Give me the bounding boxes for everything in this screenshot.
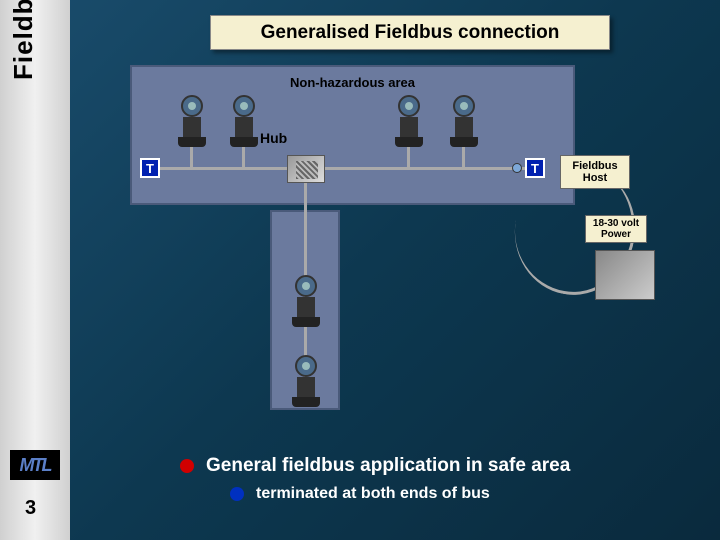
node-dot: [512, 163, 522, 173]
hub-label: Hub: [260, 130, 287, 146]
host-label-box: Fieldbus Host: [560, 155, 630, 189]
power-label-line1: 18-30 volt: [593, 218, 639, 229]
slide-number: 3: [25, 497, 36, 520]
host-label-line1: Fieldbus: [572, 160, 617, 172]
field-device-icon: [178, 95, 206, 140]
power-label-box: 18-30 volt Power: [585, 215, 647, 243]
slide-title: Generalised Fieldbus connection: [210, 15, 610, 50]
terminator-left: T: [140, 158, 160, 178]
bullet-main: General fieldbus application in safe are…: [180, 455, 660, 477]
host-label-line2: Host: [583, 172, 607, 184]
bullet-main-text: General fieldbus application in safe are…: [206, 455, 570, 477]
area-label: Non-hazardous area: [290, 75, 415, 90]
vertical-title: Fieldbus: [8, 0, 39, 80]
field-device-icon: [395, 95, 423, 140]
bullet-sub-text: terminated at both ends of bus: [256, 485, 490, 503]
mtl-logo: MTL: [10, 450, 60, 480]
field-device-icon: [292, 355, 320, 400]
field-device-icon: [230, 95, 258, 140]
power-supply-icon: [595, 250, 655, 300]
left-sidebar: Fieldbus MTL 3: [0, 0, 70, 540]
field-device-icon: [450, 95, 478, 140]
bullet-icon: [180, 459, 194, 473]
slide: Fieldbus MTL 3 Generalised Fieldbus conn…: [0, 0, 720, 540]
bullet-list: General fieldbus application in safe are…: [180, 455, 660, 511]
hub-icon: [287, 155, 325, 183]
bullet-icon: [230, 487, 244, 501]
bullet-sub: terminated at both ends of bus: [230, 485, 660, 503]
bus-horizontal: [160, 167, 525, 170]
power-label-line2: Power: [601, 229, 631, 240]
field-device-icon: [292, 275, 320, 320]
